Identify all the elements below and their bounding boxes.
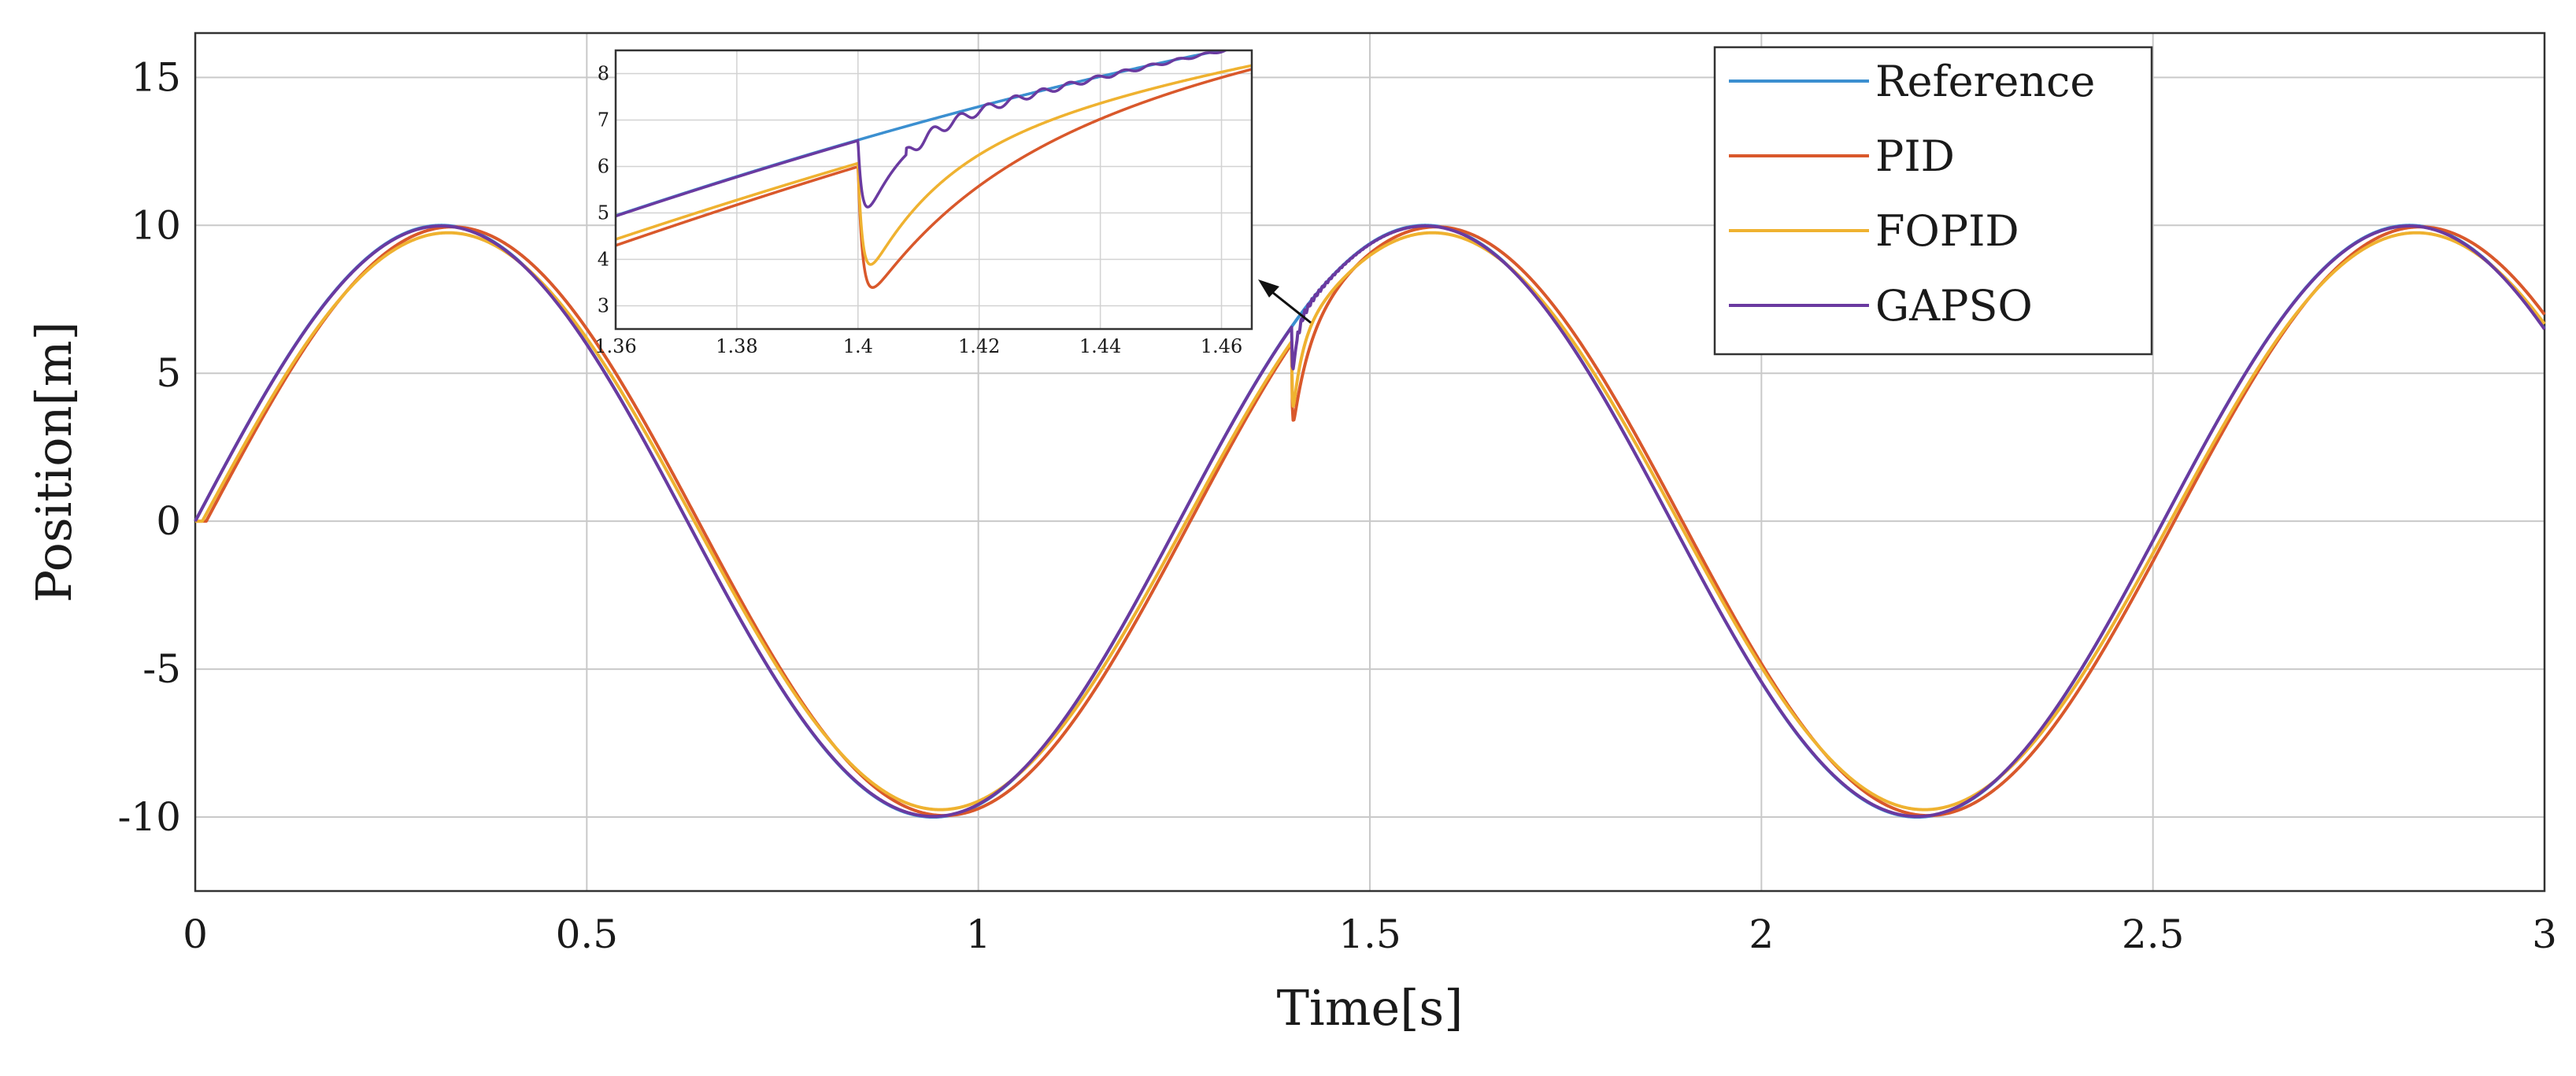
inset-series	[616, 50, 1252, 289]
inset-x-tick-labels: 1.36 1.38 1.4 1.42 1.44 1.46	[594, 335, 1242, 357]
legend-label-gapso: GAPSO	[1875, 281, 2033, 331]
x-tick-label: 0.5	[556, 911, 619, 957]
x-tick-label: 2	[1749, 911, 1774, 957]
arrow-head	[1258, 279, 1279, 298]
legend-label-fopid: FOPID	[1875, 206, 2019, 256]
x-tick-label: 1	[966, 911, 991, 957]
zoom-arrow	[1258, 279, 1312, 324]
y-tick-label: 0	[156, 498, 181, 544]
y-tick-label: 10	[131, 202, 181, 248]
x-tick-label: 0	[183, 911, 208, 957]
inset-y-tick-label: 6	[598, 156, 609, 178]
series-line-fopid	[194, 231, 2546, 812]
series-line-gapso	[194, 224, 2546, 819]
inset-x-tick-label: 1.44	[1079, 335, 1121, 357]
inset-y-tick-label: 3	[598, 295, 609, 317]
main-grid	[195, 33, 2545, 891]
inset-y-tick-labels: 3 4 5 6 7 8	[598, 63, 609, 317]
inset-x-tick-label: 1.4	[843, 335, 873, 357]
x-axis-title: Time[s]	[1277, 979, 1464, 1037]
inset-x-tick-label: 1.46	[1201, 335, 1242, 357]
plot-frame	[194, 31, 2546, 893]
inset-series-line-fopid	[616, 64, 1252, 266]
inset-series-line-gapso	[616, 50, 1229, 218]
x-tick-label: 3	[2532, 911, 2557, 957]
y-tick-label: 5	[156, 350, 181, 396]
x-tick-label: 2.5	[2122, 911, 2185, 957]
inset-y-tick-label: 7	[598, 109, 609, 131]
inset-frame	[614, 49, 1253, 331]
legend-label-pid: PID	[1875, 131, 1955, 181]
y-axis-title: Position[m]	[25, 321, 83, 602]
y-tick-label: -10	[117, 794, 181, 840]
inset-x-tick-label: 1.36	[594, 335, 636, 357]
inset-series-line-pid	[616, 68, 1252, 289]
x-tick-labels: 0 0.5 1 1.5 2 2.5 3	[183, 911, 2557, 957]
inset-x-tick-label: 1.42	[958, 335, 1000, 357]
main-series	[194, 224, 2546, 819]
inset-y-tick-label: 5	[598, 202, 609, 224]
legend: Reference PID FOPID GAPSO	[1713, 46, 2153, 356]
x-tick-label: 1.5	[1338, 911, 1401, 957]
inset-x-tick-label: 1.38	[716, 335, 757, 357]
inset-y-tick-label: 8	[598, 63, 609, 85]
y-tick-label: 15	[131, 54, 181, 100]
zoom-inset: 1.36 1.38 1.4 1.42 1.44 1.46 3 4 5 6 7 8	[594, 49, 1253, 357]
legend-box	[1713, 46, 2153, 356]
inset-y-tick-label: 4	[598, 249, 609, 271]
y-tick-label: -5	[142, 646, 181, 692]
y-tick-labels: 15 10 5 0 -5 -10	[117, 54, 181, 840]
legend-label-reference: Reference	[1875, 57, 2095, 106]
